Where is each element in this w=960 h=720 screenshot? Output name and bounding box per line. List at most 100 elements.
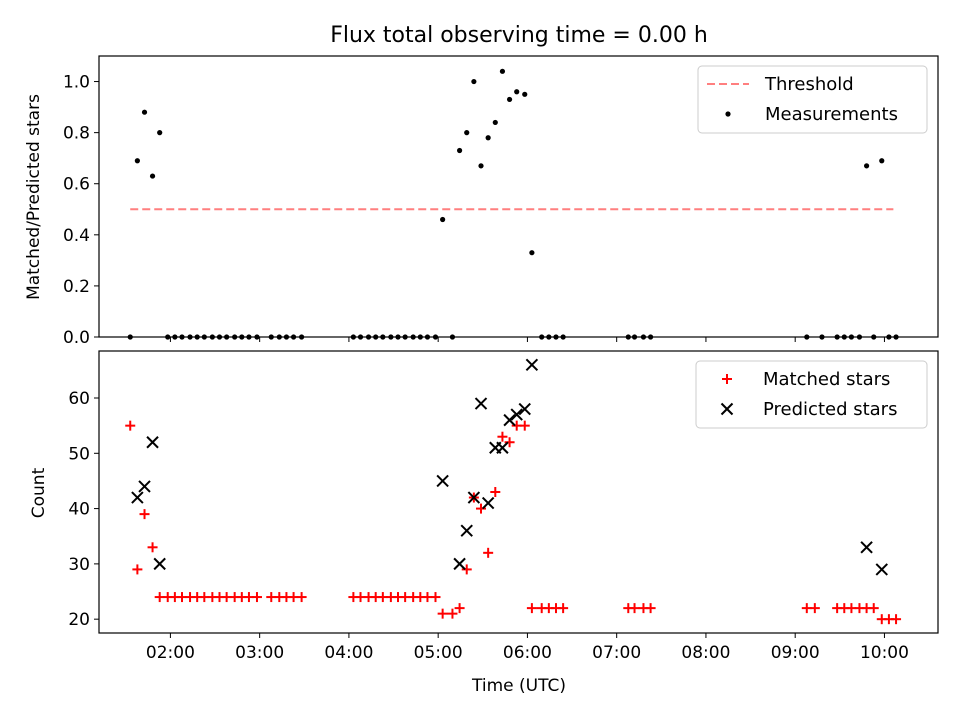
- ratio-y-tick-label: 0.0: [63, 328, 90, 348]
- measurement-point: [141, 109, 148, 115]
- predicted-star-point: [875, 563, 888, 576]
- count-y-tick-label: 40: [68, 500, 90, 520]
- count-x-ticks: 02:00 03:00 04:00 05:00 06:00 07:00 08:00 09:00…: [146, 633, 909, 663]
- count-y-axis-label: Count: [29, 467, 49, 518]
- ratio-legend: Threshold Measurements: [697, 65, 928, 134]
- predicted-star-point: [481, 496, 495, 510]
- ratio-axes-frame: [98, 55, 939, 338]
- predicted-star-point: [496, 441, 509, 454]
- count-x-tick-label: 04:00: [324, 643, 373, 663]
- count-x-tick-label: 06:00: [503, 643, 552, 663]
- matched-star-point: [809, 603, 820, 614]
- matched-star-point: [461, 564, 472, 575]
- legend-threshold-label: Threshold: [764, 74, 854, 95]
- matched-star-point: [497, 431, 508, 442]
- predicted-star-point: [510, 408, 523, 421]
- measurement-point: [529, 250, 535, 256]
- matched-star-point: [430, 592, 441, 603]
- count-x-tick-label: 07:00: [592, 643, 641, 663]
- legend-measurement-marker: [725, 111, 731, 117]
- matched-star-point: [629, 603, 640, 614]
- legend-predicted-marker: [720, 402, 734, 416]
- predicted-star-point: [146, 436, 159, 449]
- matched-star-point: [447, 608, 458, 619]
- matched-star-point: [504, 437, 515, 448]
- measurement-point: [492, 119, 498, 126]
- legend-matched-label: Matched stars: [763, 369, 890, 390]
- count-y-tick-label: 60: [68, 389, 90, 409]
- matched-star-point: [437, 608, 448, 619]
- matched-star-point: [125, 420, 136, 431]
- count-x-tick-label: 10:00: [860, 643, 909, 663]
- ratio-y-tick-label: 0.8: [63, 124, 90, 144]
- measurement-point: [485, 135, 491, 141]
- count-legend-box: [695, 360, 928, 429]
- count-x-tick-label: 05:00: [414, 643, 463, 663]
- legend-measurement-label: Measurements: [765, 104, 898, 125]
- measurement-point: [522, 91, 528, 97]
- count-x-tick-label: 02:00: [146, 643, 195, 663]
- measurement-point: [134, 158, 140, 164]
- measurement-point: [456, 147, 463, 154]
- measurement-point: [499, 68, 506, 74]
- ratio-y-tick-label: 1.0: [63, 73, 90, 93]
- measurement-point: [478, 163, 484, 169]
- measurement-point: [863, 163, 870, 169]
- predicted-star-point: [453, 557, 466, 571]
- matched-star-point: [558, 603, 569, 614]
- x-axis-label: Time (UTC): [471, 676, 566, 696]
- matched-star-point: [519, 420, 530, 431]
- measurement-point: [514, 89, 520, 95]
- count-y-ticks: 20 30 40 50 60: [68, 389, 99, 630]
- predicted-star-point: [153, 557, 166, 571]
- matched-star-point: [147, 542, 158, 553]
- matched-star-point: [454, 603, 465, 614]
- matched-star-point: [139, 509, 150, 520]
- measurement-point: [149, 173, 156, 179]
- matched-star-point: [296, 592, 307, 603]
- legend-matched-symbol: [722, 374, 732, 384]
- count-x-tick-label: 03:00: [235, 643, 284, 663]
- count-y-tick-label: 30: [68, 555, 90, 575]
- ratio-y-tick-label: 0.4: [63, 226, 90, 246]
- matched-star-point: [868, 603, 879, 614]
- predicted-star-point: [503, 413, 516, 427]
- predicted-star-point: [525, 358, 539, 372]
- measurement-point: [157, 130, 163, 136]
- legend-predicted-symbol: [720, 402, 734, 416]
- ratio-y-tick-label: 0.2: [63, 277, 90, 297]
- predicted-star-point: [138, 480, 151, 493]
- ratio-y-axis-label: Matched/Predicted stars: [24, 94, 44, 300]
- measurement-point: [464, 130, 470, 136]
- predicted-star-point: [460, 524, 473, 537]
- predicted-star-point: [436, 474, 449, 488]
- matched-star-point: [526, 603, 537, 614]
- measurement-point: [471, 78, 477, 85]
- count-points-layer: [125, 358, 902, 625]
- ratio-y-tick-label: 0.6: [63, 175, 90, 195]
- matched-star-point: [251, 592, 262, 603]
- matched-star-point: [132, 564, 143, 575]
- count-panel: 20 30 40 50 60 02:00 03:00 04:00 05:00 06:00 07:0…: [29, 350, 939, 696]
- count-y-tick-label: 20: [68, 610, 90, 630]
- measurement-point: [506, 96, 513, 103]
- measurement-point: [879, 158, 885, 164]
- matched-star-point: [490, 487, 501, 497]
- count-x-tick-label: 09:00: [771, 643, 820, 663]
- ratio-y-ticks: 0.0 0.2 0.4 0.6 0.8 1.0: [63, 73, 99, 348]
- predicted-star-point: [131, 491, 144, 504]
- ratio-panel: 0.0 0.2 0.4 0.6 0.8 1.0 Matched/Predicted sta…: [24, 55, 939, 348]
- predicted-star-point: [474, 397, 488, 410]
- count-x-tick-label: 08:00: [681, 643, 730, 663]
- predicted-star-point: [518, 402, 531, 416]
- legend-matched-marker: [722, 374, 732, 384]
- legend-predicted-label: Predicted stars: [763, 399, 897, 420]
- figure-title: Flux total observing time = 0.00 h: [330, 23, 708, 48]
- predicted-star-point: [860, 541, 873, 554]
- matched-star-point: [891, 614, 902, 625]
- matched-star-point: [476, 503, 487, 514]
- matched-star-point: [645, 603, 656, 614]
- predicted-star-point: [467, 491, 481, 504]
- ratio-legend-box: [697, 65, 928, 134]
